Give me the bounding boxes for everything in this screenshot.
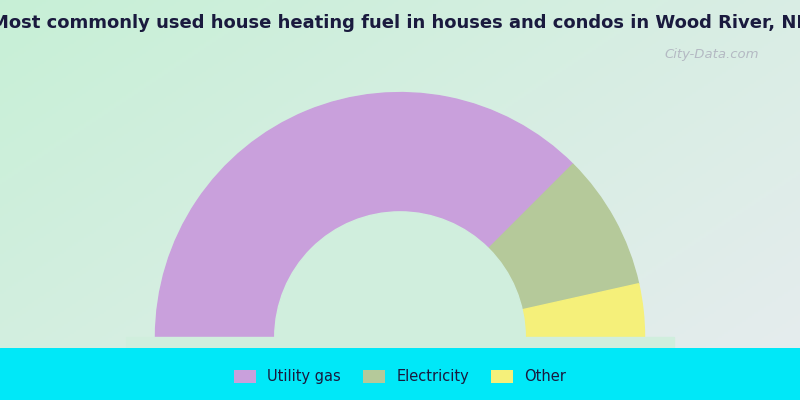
Text: City-Data.com: City-Data.com [664,48,758,61]
Bar [126,337,674,400]
Wedge shape [489,164,638,310]
Circle shape [274,212,526,400]
Wedge shape [155,92,573,337]
Wedge shape [522,284,645,337]
Text: Most commonly used house heating fuel in houses and condos in Wood River, NE: Most commonly used house heating fuel in… [0,14,800,32]
Bar [0,358,800,400]
Legend: Utility gas, Electricity, Other: Utility gas, Electricity, Other [234,369,566,384]
